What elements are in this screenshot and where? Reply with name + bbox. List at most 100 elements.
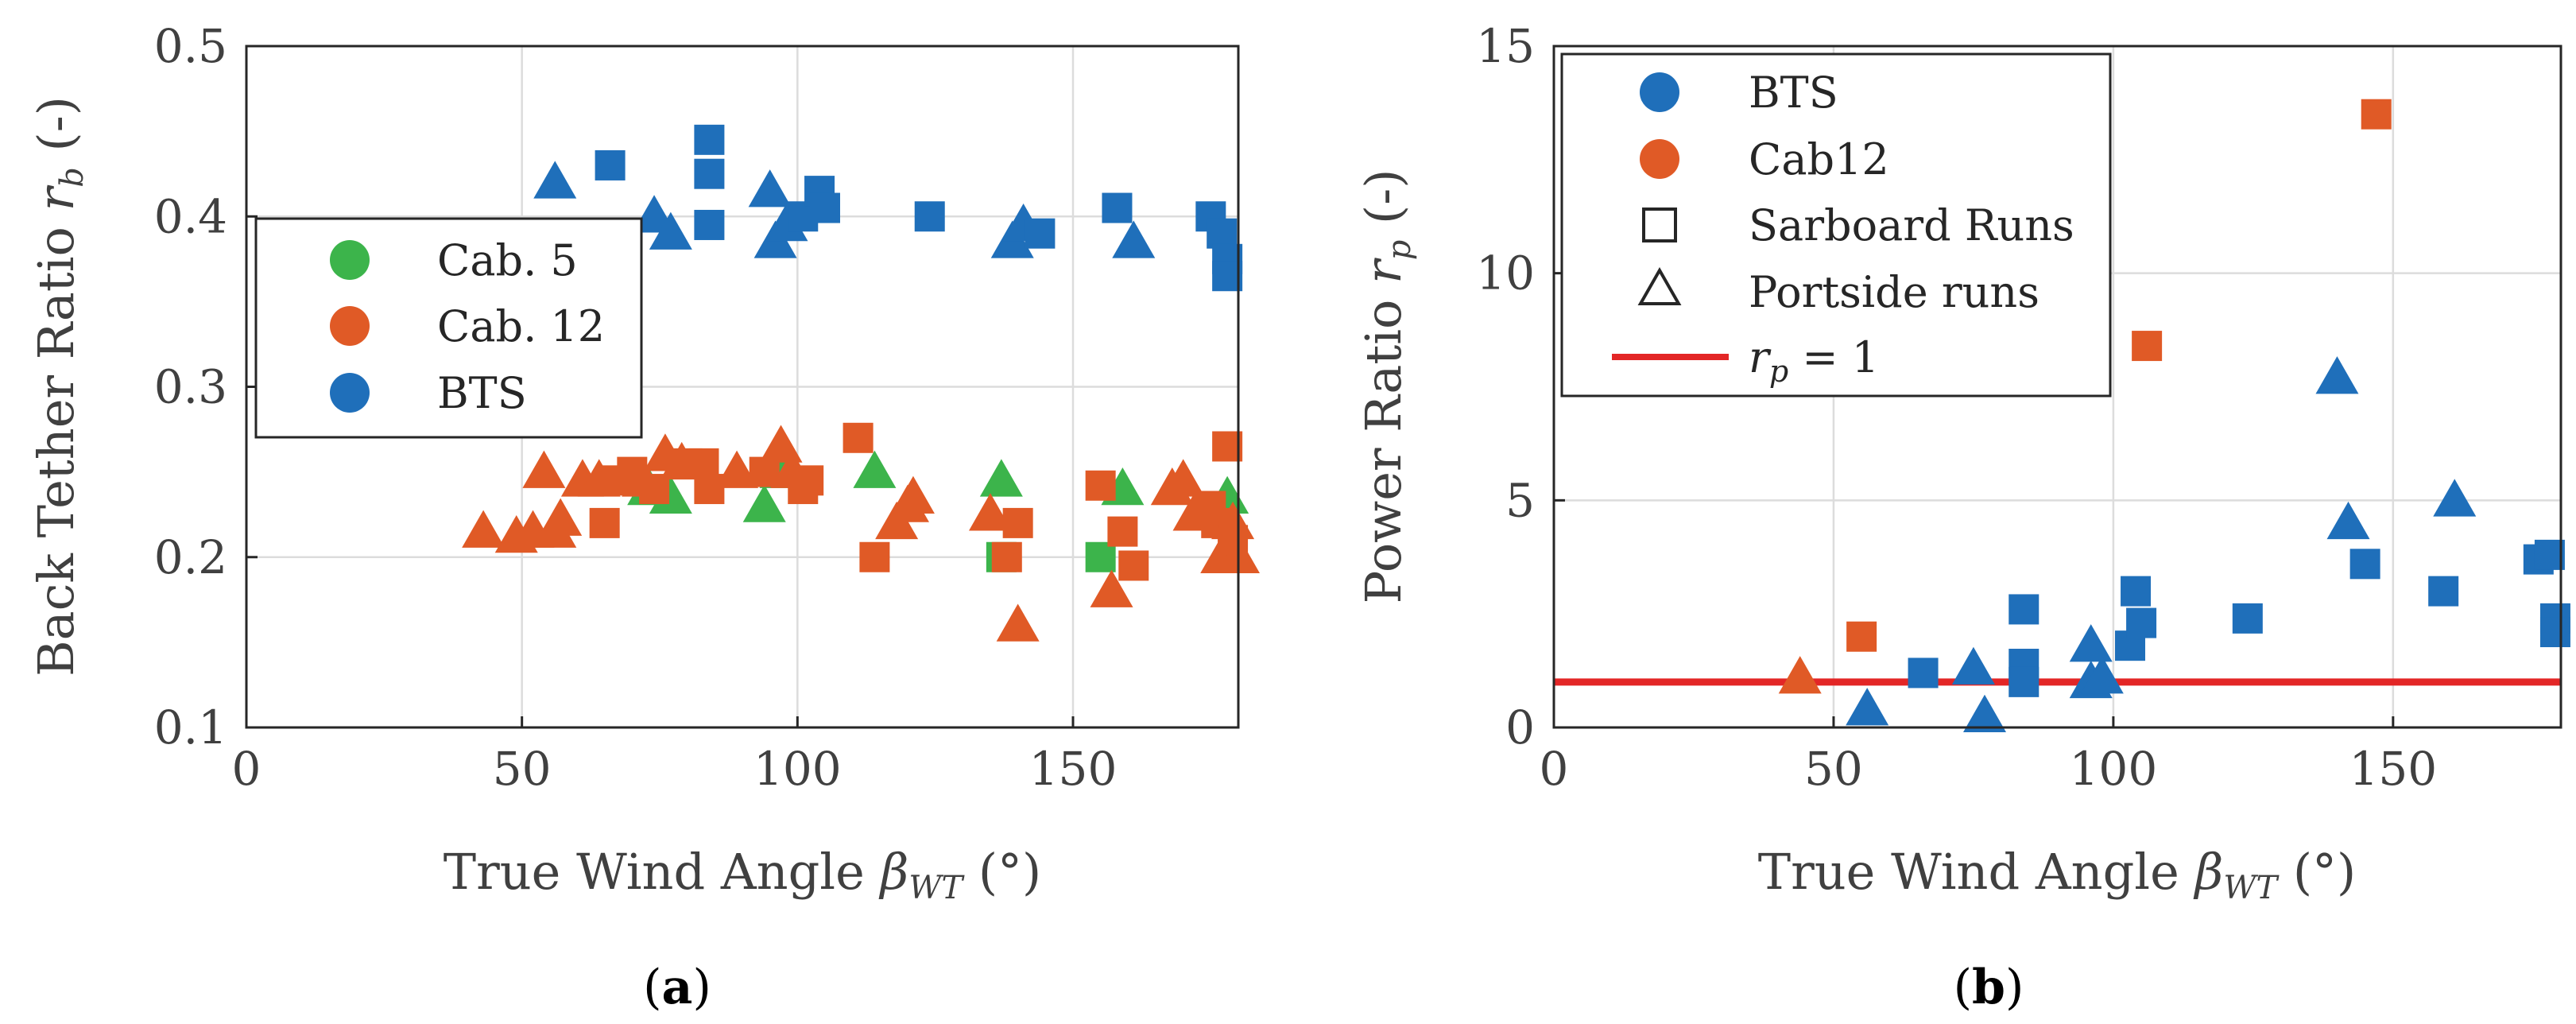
data-point-bts-triangle (2326, 501, 2370, 540)
data-point-bts-triangle (649, 211, 692, 250)
data-point-cab12-square (1002, 507, 1033, 538)
data-point-cab12-triangle (539, 498, 583, 536)
panel-b-marks (1778, 99, 2570, 732)
data-point-bts-square (595, 149, 626, 180)
panel-a-marks (462, 124, 1260, 642)
data-point-bts-square (1908, 657, 1939, 688)
panel-a-chart: 0 50 100 150 0.1 0.2 0.3 0.4 0.5 True Wind Angle… (27, 19, 1260, 1015)
panel-b-legend: BTS Cab12 Sarboard Runs Portside runs rp… (1560, 52, 2112, 398)
data-point-cab12-triangle (759, 425, 803, 463)
data-point-bts-square (694, 209, 725, 240)
data-point-bts-triangle (2080, 656, 2124, 694)
data-point-cab12-square (2361, 99, 2392, 130)
data-point-bts-triangle (765, 203, 808, 242)
panel-a-ticks: 0 50 100 150 0.1 0.2 0.3 0.4 0.5 (154, 19, 1118, 796)
legend-label-portside-runs: Portside runs (1749, 267, 2039, 317)
data-point-bts-square (1102, 192, 1133, 223)
legend-marker-triangle (1637, 266, 1682, 305)
panel-a-ytick-label: 0.5 (154, 19, 227, 73)
legend-label-cab5: Cab. 5 (437, 235, 578, 285)
legend-label-cab12: Cab12 (1749, 134, 1889, 184)
panel-b-ytick-label: 5 (1505, 473, 1535, 527)
data-point-bts-triangle (748, 169, 792, 208)
data-point-bts-triangle (2315, 356, 2359, 394)
legend-label-bts: BTS (1749, 68, 1838, 118)
data-point-cab5-triangle (742, 484, 786, 522)
data-point-cab12-square (1085, 470, 1116, 501)
panel-b-xtick-label: 50 (1804, 742, 1863, 796)
panel-a-label: (a) (643, 960, 711, 1015)
panel-b-ticks: 0 50 100 150 0 5 10 15 (1476, 19, 2437, 796)
legend-marker-cab12 (1640, 139, 1679, 179)
panel-a-ytick-label: 0.2 (154, 530, 227, 584)
data-point-cab5-triangle (649, 475, 692, 514)
data-point-cab12-square (991, 541, 1022, 572)
data-point-cab12-triangle (1778, 656, 1822, 694)
data-point-bts-square (914, 201, 945, 232)
data-point-cab12-square (859, 541, 890, 572)
panel-a-legend: Cab. 5 Cab. 12 BTS (254, 217, 643, 439)
data-point-cab12-square (793, 465, 824, 496)
panel-a-ytick-label: 0.4 (154, 189, 227, 243)
legend-marker-cab5 (330, 240, 370, 280)
panel-a-ytick-label: 0.1 (154, 700, 227, 754)
panel-b-xtick-label: 0 (1540, 742, 1569, 796)
panel-b-axes-box (1552, 45, 2562, 729)
data-point-bts-triangle (1962, 694, 2006, 732)
panel-b-ylabel: Power Ratio rp (-) (1354, 169, 1418, 604)
data-point-cab12-square (843, 422, 874, 453)
panel-a-xtick-label: 0 (232, 742, 261, 796)
panel-b-xlabel: True Wind Angle βWT (°) (1758, 843, 2356, 906)
data-point-cab12-square (694, 474, 725, 505)
data-point-cab12-triangle (715, 450, 759, 488)
data-point-bts-square (694, 124, 725, 155)
data-point-bts-triangle (2069, 624, 2113, 662)
data-point-bts-triangle (1951, 646, 1995, 685)
panel-a-xtick-label: 150 (1029, 742, 1118, 796)
data-point-cab12-triangle (1211, 501, 1255, 540)
data-point-bts-square (1207, 218, 1238, 249)
data-point-bts-square (2009, 666, 2039, 697)
panel-b-ytick-label: 15 (1476, 19, 1535, 73)
data-point-bts-square (2349, 549, 2380, 580)
data-point-bts-square (2121, 576, 2152, 607)
data-point-cab12-square (1846, 621, 1877, 652)
data-point-bts-square (2539, 617, 2570, 648)
data-point-bts-square (2232, 603, 2263, 634)
legend-label-rp-1: rp = 1 (1749, 332, 1879, 389)
data-point-cab12-square (1118, 550, 1149, 581)
data-point-bts-square (2428, 576, 2459, 607)
panel-b-ytick-label: 0 (1505, 700, 1535, 754)
data-point-cab12-triangle (969, 493, 1012, 531)
data-point-bts-triangle (1846, 688, 1889, 726)
data-point-cab12-triangle (891, 475, 935, 514)
data-point-cab12-square (688, 448, 719, 479)
panel-a-xtick-label: 100 (753, 742, 842, 796)
data-point-cab12-triangle (522, 450, 566, 488)
data-point-cab12-triangle (996, 603, 1040, 642)
legend-marker-square (1642, 208, 1677, 242)
data-point-bts-triangle (1112, 220, 1156, 258)
data-point-bts-square (1025, 218, 1056, 249)
data-point-cab12-triangle (1090, 569, 1133, 607)
panel-b-ytick-label: 10 (1476, 246, 1535, 301)
data-point-bts-triangle (533, 161, 577, 199)
legend-marker-cab12 (330, 306, 370, 346)
panel-a-xlabel: True Wind Angle βWT (°) (444, 843, 1041, 906)
data-point-cab5-square (1085, 541, 1116, 572)
data-point-bts-square (2126, 607, 2157, 638)
legend-label-cab12: Cab. 12 (437, 301, 605, 351)
panel-a-ylabel: Back Tether Ratio rb (-) (27, 96, 91, 677)
panel-a-legend-box (254, 217, 643, 439)
panel-a-xtick-label: 50 (493, 742, 552, 796)
data-point-bts-square (2009, 594, 2039, 625)
data-point-cab12-square (589, 507, 620, 538)
data-point-bts-square (694, 158, 725, 189)
data-point-cab12-square (2132, 331, 2163, 362)
panel-b-xtick-label: 150 (2349, 742, 2437, 796)
legend-marker-bts (330, 373, 370, 413)
data-point-cab5-triangle (853, 450, 897, 488)
legend-marker-bts (1640, 72, 1679, 112)
data-point-cab12-triangle (1161, 459, 1205, 497)
